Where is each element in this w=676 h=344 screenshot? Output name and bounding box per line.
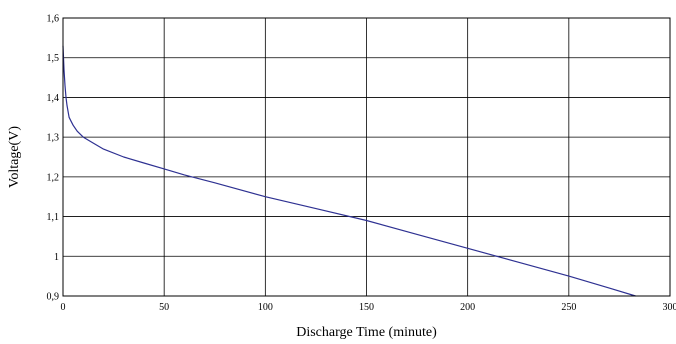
x-tick-label: 50	[159, 302, 169, 313]
x-tick-label: 100	[258, 302, 273, 313]
y-tick-label: 0,9	[47, 292, 60, 303]
grid	[62, 17, 671, 297]
y-tick-label: 1,1	[47, 212, 60, 223]
y-tick-label: 1,4	[47, 93, 60, 104]
x-tick-label: 150	[359, 302, 374, 313]
plot-frame	[62, 17, 671, 297]
y-tick-label: 1,6	[47, 14, 60, 25]
y-tick-label: 1,3	[47, 133, 60, 144]
series-layer	[62, 45, 636, 297]
tick-labels: 0,9 1 1,1 1,2 1,3 1,4 1,5 1,6 0 50 100 150 200 250 300	[47, 14, 676, 314]
y-axis-title: Voltage(V)	[7, 126, 22, 188]
x-axis-title: Discharge Time (minute)	[296, 325, 437, 340]
voltage-series-line	[62, 45, 636, 297]
y-tick-label: 1,5	[47, 53, 60, 64]
x-tick-label: 300	[663, 302, 676, 313]
y-tick-label: 1	[54, 252, 59, 263]
x-tick-label: 200	[460, 302, 475, 313]
y-tick-label: 1,2	[47, 172, 60, 183]
x-tick-label: 250	[561, 302, 576, 313]
x-tick-label: 0	[61, 302, 66, 313]
